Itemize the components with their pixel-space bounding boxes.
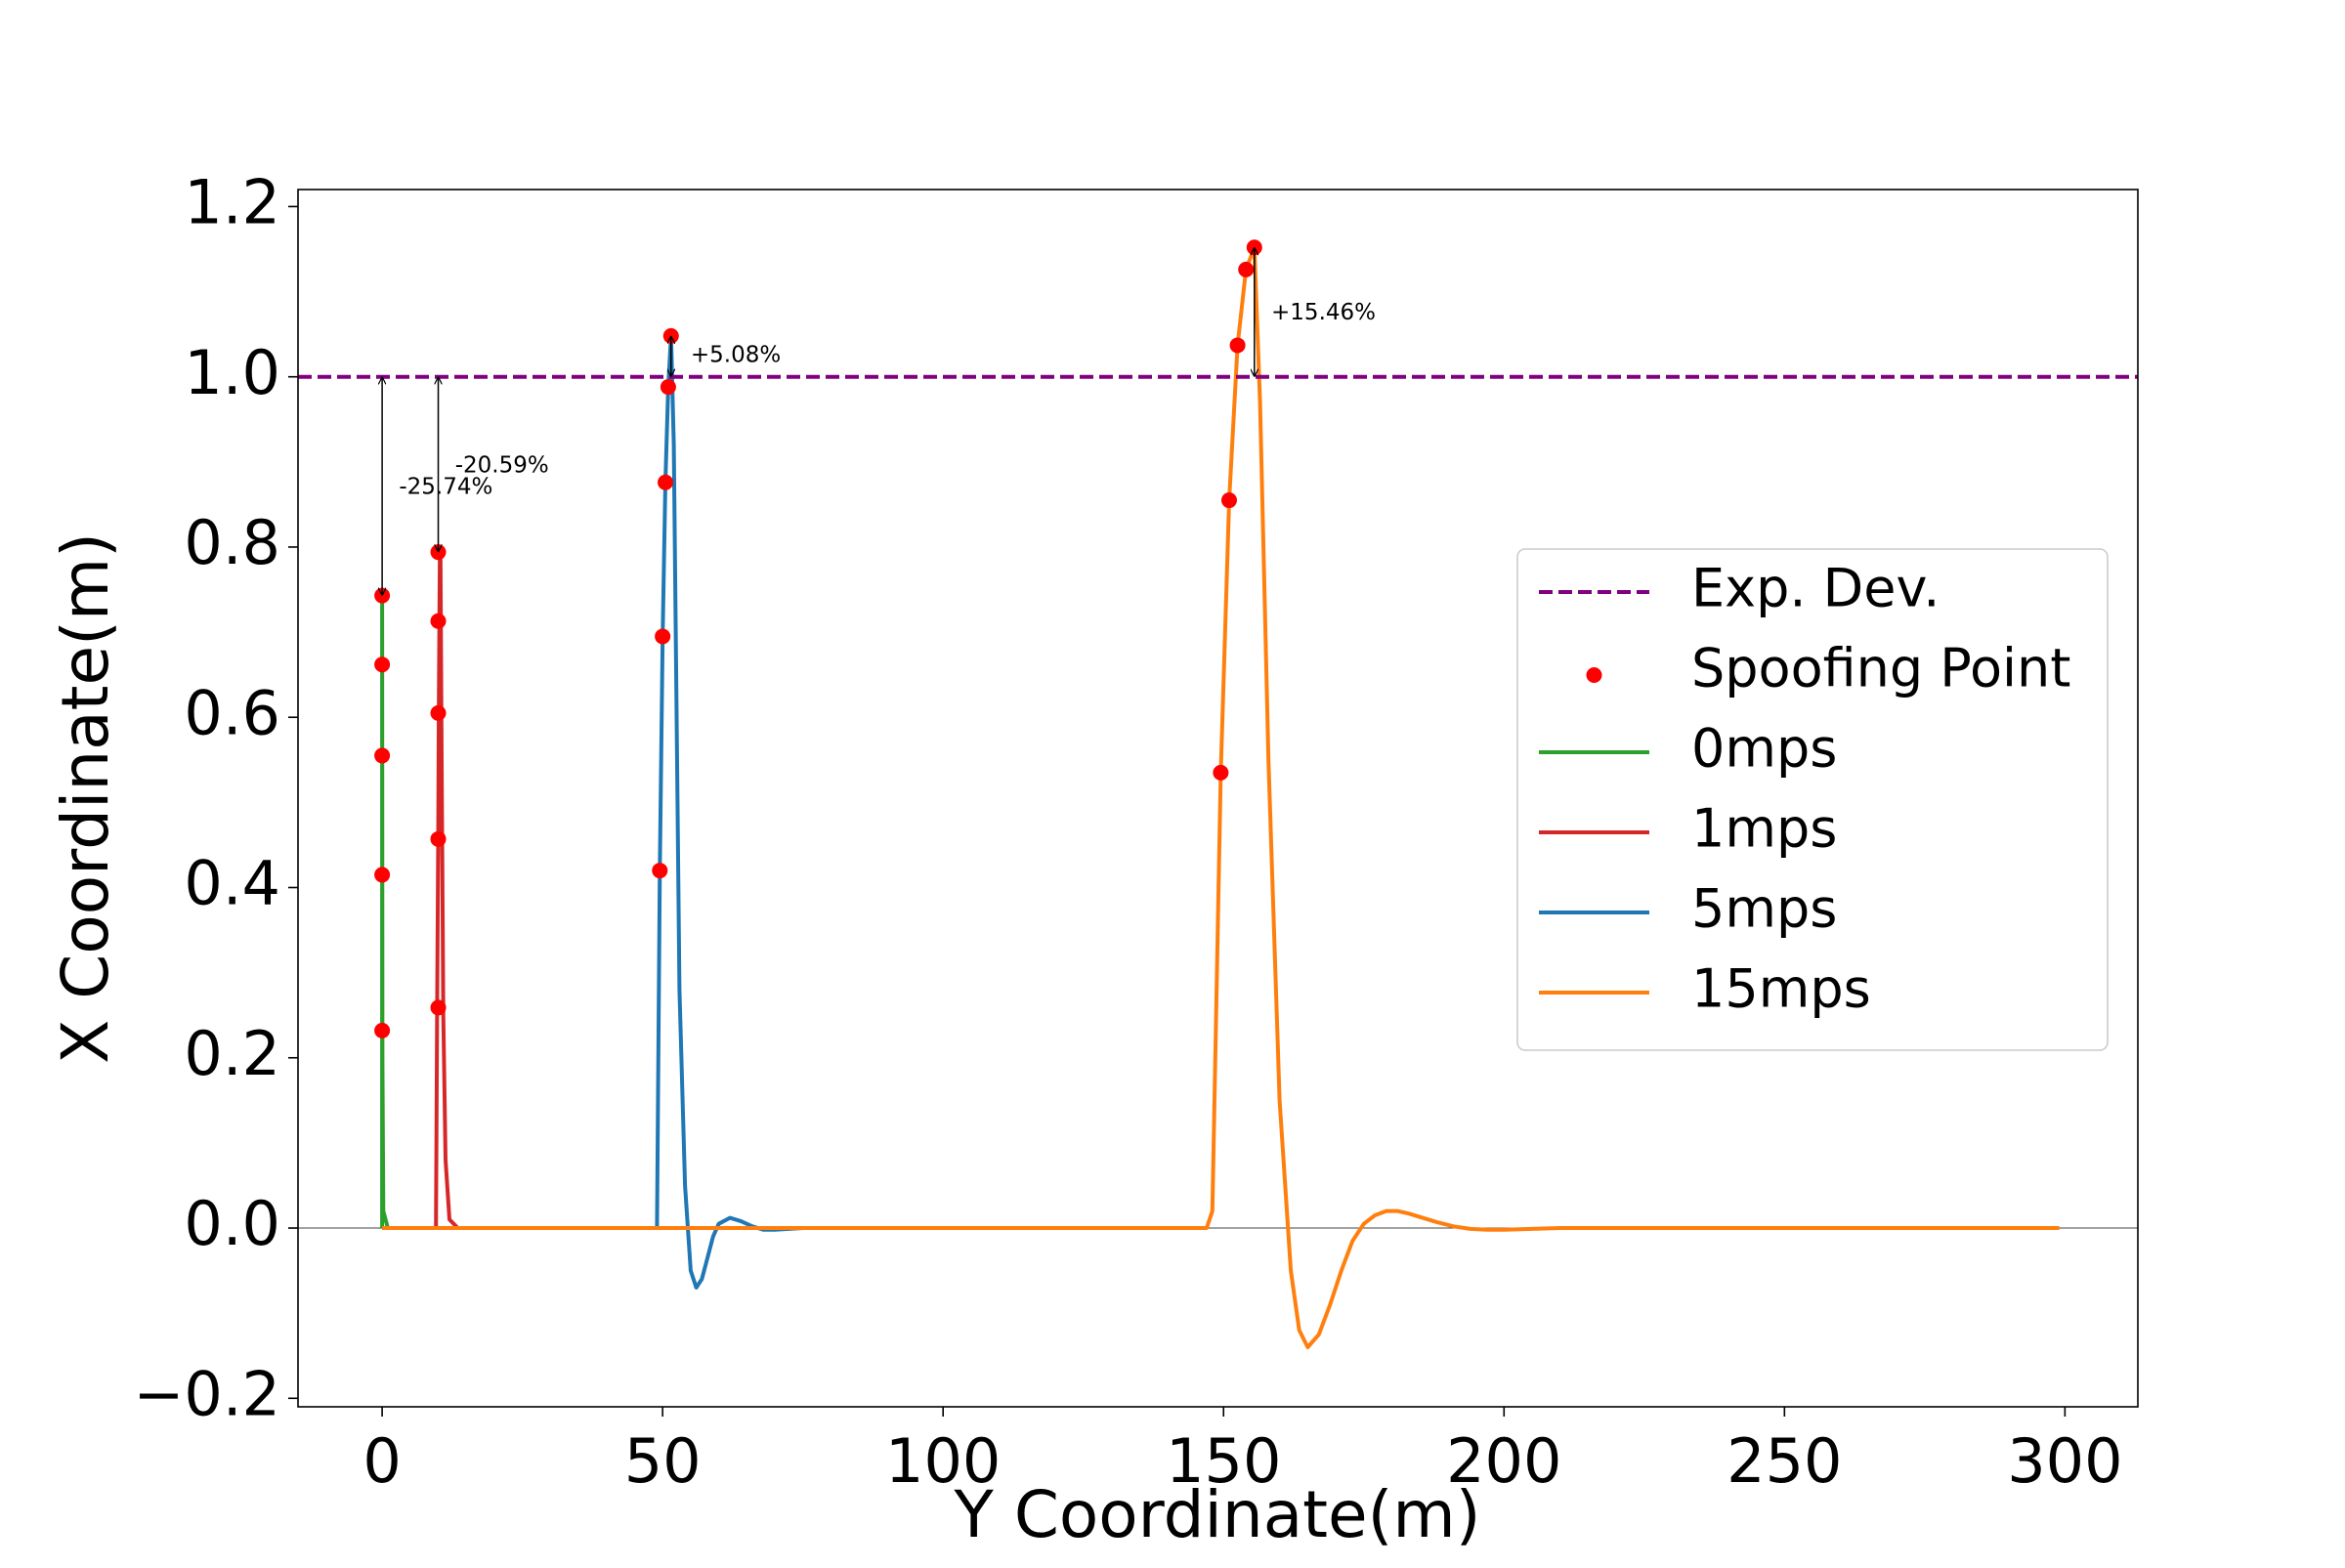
legend-frame bbox=[1516, 548, 2109, 1051]
y-tick-label: 1.2 bbox=[184, 167, 280, 238]
spoofing-point bbox=[374, 867, 391, 883]
spoofing-point bbox=[374, 657, 391, 673]
spoofing-point bbox=[655, 628, 671, 645]
series-line-15mps bbox=[382, 245, 2060, 1349]
x-axis-label: Y Coordinate(m) bbox=[954, 1477, 1481, 1552]
spoofing-point bbox=[374, 1022, 391, 1038]
x-tick-label: 100 bbox=[885, 1425, 1001, 1497]
legend-label: 0mps bbox=[1691, 718, 1837, 780]
x-tick-label: 50 bbox=[624, 1425, 702, 1497]
spoofing-point bbox=[660, 379, 676, 396]
annotation-label: -20.59% bbox=[455, 453, 549, 479]
y-tick-label: 0.6 bbox=[184, 677, 280, 748]
legend-swatch bbox=[1586, 667, 1602, 683]
x-tick-label: 0 bbox=[362, 1425, 401, 1497]
spoofing-point bbox=[1213, 764, 1229, 781]
y-tick-label: 0.4 bbox=[184, 848, 280, 919]
annotation-label: -25.74% bbox=[399, 474, 492, 499]
spoofing-point bbox=[652, 863, 668, 879]
annotation-label: +5.08% bbox=[691, 342, 781, 367]
series-line-1mps bbox=[382, 550, 494, 1230]
spoofing-points-layer bbox=[374, 239, 1262, 1038]
spoofing-point bbox=[374, 747, 391, 764]
spoofing-point bbox=[430, 999, 447, 1016]
y-axis-ticks: −0.2 0.0 0.2 0.4 0.6 0.8 1.0 1.2 bbox=[133, 167, 298, 1429]
legend-label: Exp. Dev. bbox=[1691, 558, 1940, 619]
spoofing-point bbox=[1220, 492, 1237, 509]
x-tick-label: 250 bbox=[1727, 1425, 1842, 1497]
y-tick-label: −0.2 bbox=[133, 1358, 280, 1429]
spoofing-point bbox=[430, 613, 447, 629]
legend-label: 15mps bbox=[1691, 958, 1871, 1020]
spoofing-point bbox=[430, 830, 447, 847]
x-tick-label: 300 bbox=[2007, 1425, 2122, 1497]
spoofing-point bbox=[1238, 261, 1255, 277]
y-tick-label: 0.0 bbox=[184, 1188, 280, 1259]
y-tick-label: 0.8 bbox=[184, 507, 280, 578]
spoofing-point bbox=[430, 704, 447, 721]
spoofing-point bbox=[658, 474, 674, 490]
legend: Exp. Dev. Spoofing Point 0mps 1mps 5mps 15mps bbox=[1516, 548, 2109, 1051]
x-tick-label: 150 bbox=[1166, 1425, 1281, 1497]
legend-label: 5mps bbox=[1691, 878, 1837, 940]
spoofing-point bbox=[1229, 337, 1246, 354]
legend-label: Spoofing Point bbox=[1691, 638, 2070, 699]
x-axis-ticks: 0 50 100 150 200 250 300 bbox=[362, 1407, 2123, 1497]
y-tick-label: 0.2 bbox=[184, 1018, 280, 1089]
legend-label: 1mps bbox=[1691, 798, 1837, 860]
x-tick-label: 200 bbox=[1446, 1425, 1561, 1497]
annotations-layer: -25.74%-20.59% +5.08% +15.46% bbox=[382, 247, 1376, 596]
plot-frame bbox=[297, 189, 2139, 1408]
annotation-label: +15.46% bbox=[1271, 300, 1376, 325]
y-axis-label: X Coordinate(m) bbox=[48, 532, 123, 1064]
y-tick-label: 1.0 bbox=[184, 337, 280, 408]
